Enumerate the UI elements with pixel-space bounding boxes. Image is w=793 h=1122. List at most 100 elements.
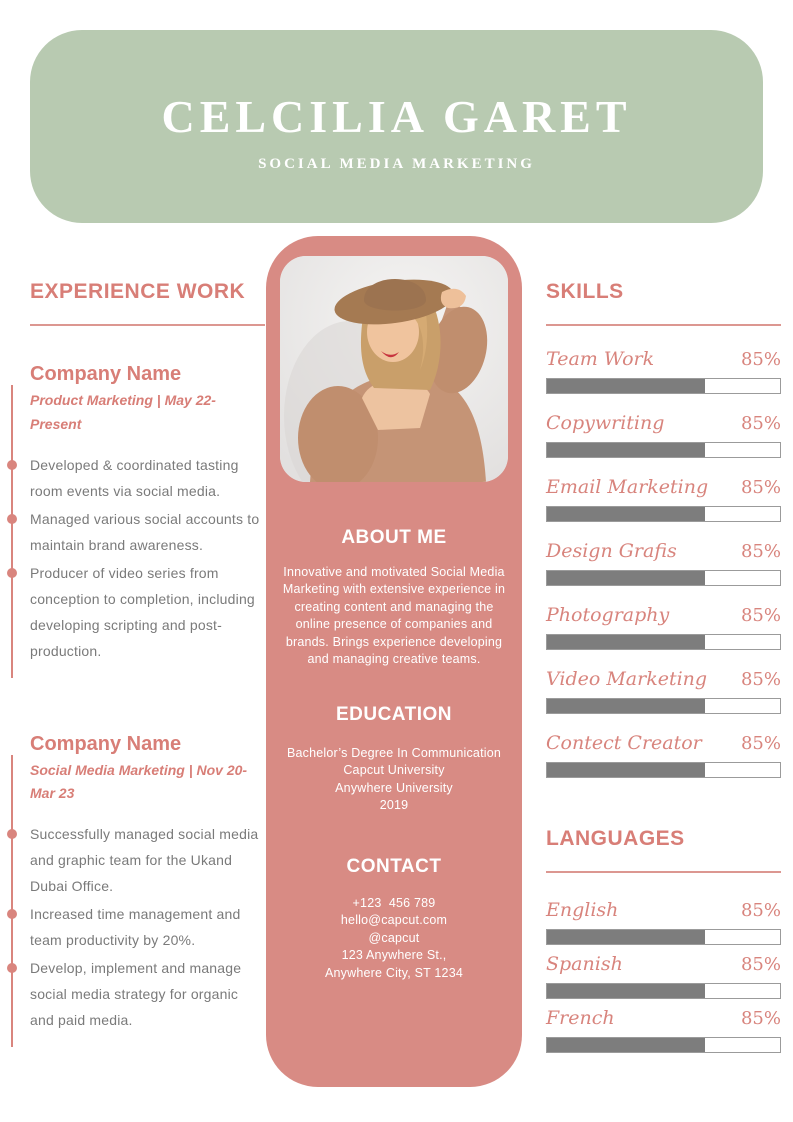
skill-percent: 85% bbox=[740, 413, 781, 435]
skill-bar bbox=[546, 698, 781, 715]
timeline-line bbox=[11, 754, 13, 1048]
center-profile-panel: ABOUT ME Innovative and motivated Social… bbox=[266, 236, 522, 1087]
languages-section: LANGUAGES English 85% Spanish 85% French… bbox=[546, 827, 781, 1054]
language-percent: 85% bbox=[740, 954, 781, 976]
role-dates: Product Marketing | May 22-Present bbox=[30, 392, 216, 432]
company-name: Company Name bbox=[30, 732, 182, 755]
about-text: Innovative and motivated Social Media Ma… bbox=[282, 564, 506, 667]
education-line: Capcut University bbox=[343, 763, 445, 778]
languages-title: LANGUAGES bbox=[546, 827, 685, 851]
contact-phone: +123 456 789 bbox=[352, 895, 436, 910]
skill-bar bbox=[546, 506, 781, 523]
skill-item: Contect Creator 85% bbox=[546, 732, 781, 779]
skill-bar bbox=[546, 378, 781, 395]
skill-bar-fill bbox=[547, 507, 706, 522]
about-section: ABOUT ME Innovative and motivated Social… bbox=[266, 528, 522, 669]
education-line: 2019 bbox=[379, 798, 409, 813]
education-line: Anywhere University bbox=[335, 780, 453, 795]
skill-bar bbox=[546, 442, 781, 459]
skill-name: Design Grafis bbox=[546, 540, 677, 563]
language-item: Spanish 85% bbox=[546, 953, 781, 1000]
skill-item: Copywriting 85% bbox=[546, 412, 781, 459]
skill-item: Team Work 85% bbox=[546, 348, 781, 395]
languages-rule bbox=[546, 871, 781, 874]
language-bar-fill bbox=[547, 930, 706, 945]
bullet-item: Develop, implement and manage social med… bbox=[7, 955, 265, 1033]
education-line: Bachelor’s Degree In Communication bbox=[286, 745, 502, 760]
job-entry: Company Name Social Media Marketing | No… bbox=[7, 732, 265, 1048]
skills-rule bbox=[546, 324, 781, 327]
bullet-item: Managed various social accounts to maint… bbox=[7, 506, 265, 558]
skill-bar-fill bbox=[547, 699, 706, 714]
skill-item: Photography 85% bbox=[546, 604, 781, 651]
language-bar bbox=[546, 1037, 781, 1054]
skill-bar-fill bbox=[547, 443, 706, 458]
skill-name: Video Marketing bbox=[546, 668, 708, 691]
skill-percent: 85% bbox=[740, 477, 781, 499]
skill-item: Email Marketing 85% bbox=[546, 476, 781, 523]
skill-percent: 85% bbox=[740, 733, 781, 755]
language-item: French 85% bbox=[546, 1007, 781, 1054]
bullet-item: Developed & coordinated tasting room eve… bbox=[7, 452, 265, 504]
skill-name: Copywriting bbox=[546, 412, 665, 435]
timeline-line bbox=[11, 385, 13, 678]
bullet-item: Successfully managed social media and gr… bbox=[7, 821, 265, 899]
language-bar-fill bbox=[547, 1038, 706, 1053]
contact-handle: @capcut bbox=[368, 930, 420, 945]
skill-bar-fill bbox=[547, 635, 706, 650]
job-bullet-list: Successfully managed social media and gr… bbox=[7, 821, 265, 1033]
skill-bar-fill bbox=[547, 763, 706, 778]
experience-rule bbox=[30, 324, 265, 327]
skills-title: SKILLS bbox=[546, 280, 624, 303]
language-item: English 85% bbox=[546, 899, 781, 946]
portrait-photo-illustration bbox=[280, 256, 508, 482]
contact-title: CONTACT bbox=[346, 855, 442, 877]
skill-item: Video Marketing 85% bbox=[546, 668, 781, 715]
education-section: EDUCATION Bachelor’s Degree In Communica… bbox=[266, 703, 522, 815]
skills-section: SKILLS Team Work 85% Copywriting 85% Ema… bbox=[546, 280, 781, 779]
skill-bar bbox=[546, 570, 781, 587]
experience-title: EXPERIENCE WORK bbox=[30, 280, 246, 303]
skill-item: Design Grafis 85% bbox=[546, 540, 781, 587]
role-dates: Social Media Marketing | Nov 20-Mar 23 bbox=[30, 761, 248, 802]
language-name: French bbox=[546, 1007, 615, 1030]
education-lines: Bachelor’s Degree In Communication Capcu… bbox=[266, 745, 522, 815]
person-role-subtitle: SOCIAL MEDIA MARKETING bbox=[258, 155, 535, 172]
skill-bar bbox=[546, 634, 781, 651]
experience-section: EXPERIENCE WORK Company Name Product Mar… bbox=[7, 280, 265, 1048]
skill-name: Contect Creator bbox=[546, 732, 702, 755]
education-title: EDUCATION bbox=[335, 703, 453, 725]
header-banner: CELCILIA GARET SOCIAL MEDIA MARKETING bbox=[30, 30, 763, 223]
skill-name: Photography bbox=[546, 604, 670, 627]
person-name: CELCILIA GARET bbox=[161, 91, 632, 142]
language-name: English bbox=[546, 899, 619, 922]
language-bar-fill bbox=[547, 984, 706, 999]
skill-bar bbox=[546, 762, 781, 779]
skill-percent: 85% bbox=[740, 605, 781, 627]
skill-percent: 85% bbox=[740, 541, 781, 563]
skill-bar-fill bbox=[547, 379, 706, 394]
portrait-photo bbox=[280, 256, 508, 482]
language-name: Spanish bbox=[546, 953, 623, 976]
skill-name: Team Work bbox=[546, 348, 655, 371]
skill-name: Email Marketing bbox=[546, 476, 709, 499]
about-title: ABOUT ME bbox=[341, 527, 447, 548]
job-bullet-list: Developed & coordinated tasting room eve… bbox=[7, 452, 265, 664]
language-bar bbox=[546, 929, 781, 946]
contact-email: hello@capcut.com bbox=[340, 913, 448, 928]
job-entry: Company Name Product Marketing | May 22-… bbox=[7, 363, 265, 678]
contact-lines: +123 456 789 hello@capcut.com @capcut 12… bbox=[266, 895, 522, 983]
skill-bar-fill bbox=[547, 571, 706, 586]
language-percent: 85% bbox=[740, 1008, 781, 1030]
language-bar bbox=[546, 983, 781, 1000]
right-column: SKILLS Team Work 85% Copywriting 85% Ema… bbox=[546, 280, 781, 1054]
contact-address-line2: Anywhere City, ST 1234 bbox=[324, 965, 464, 980]
skill-percent: 85% bbox=[740, 669, 781, 691]
bullet-item: Increased time management and team produ… bbox=[7, 901, 265, 953]
bullet-item: Producer of video series from conception… bbox=[7, 560, 265, 664]
skill-percent: 85% bbox=[740, 349, 781, 371]
language-percent: 85% bbox=[740, 900, 781, 922]
company-name: Company Name bbox=[30, 363, 182, 386]
contact-address-line1: 123 Anywhere St., bbox=[341, 948, 447, 963]
contact-section: CONTACT +123 456 789 hello@capcut.com @c… bbox=[266, 855, 522, 983]
